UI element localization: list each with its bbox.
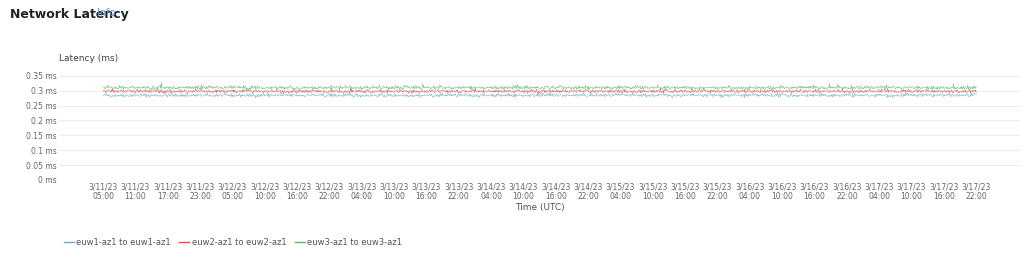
Text: Info: Info (97, 8, 116, 18)
X-axis label: Time (UTC): Time (UTC) (515, 203, 564, 212)
Legend: euw1-az1 to euw1-az1, euw2-az1 to euw2-az1, euw3-az1 to euw3-az1: euw1-az1 to euw1-az1, euw2-az1 to euw2-a… (60, 235, 406, 250)
Text: Latency (ms): Latency (ms) (59, 54, 119, 63)
Text: Network Latency: Network Latency (10, 8, 129, 21)
